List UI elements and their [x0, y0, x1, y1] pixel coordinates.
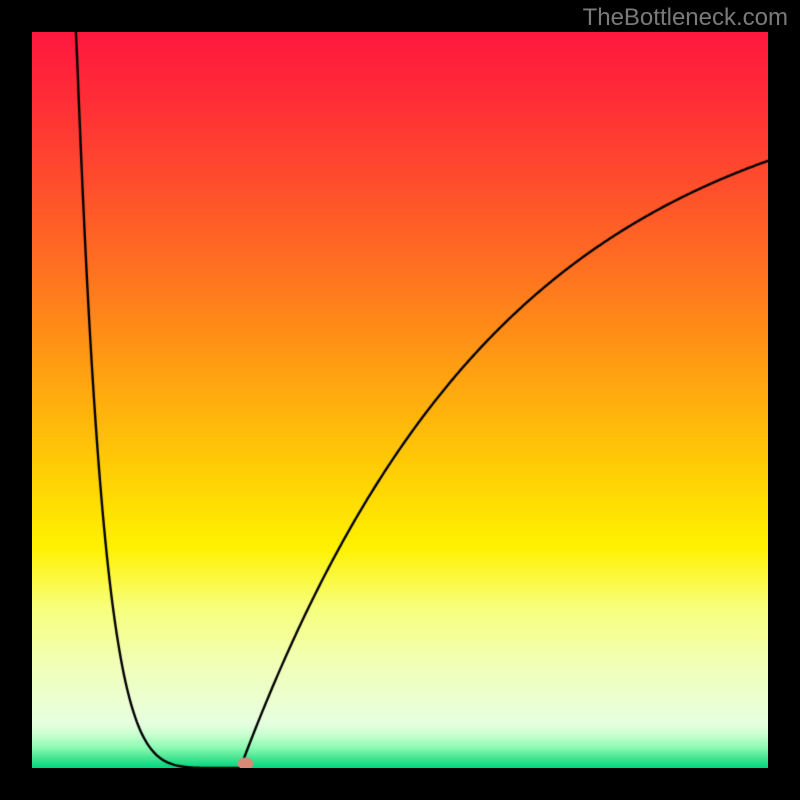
plot-area	[32, 32, 768, 768]
watermark-text: TheBottleneck.com	[583, 4, 788, 32]
bottleneck-curve	[32, 32, 768, 768]
figure-root: TheBottleneck.com	[0, 0, 800, 800]
